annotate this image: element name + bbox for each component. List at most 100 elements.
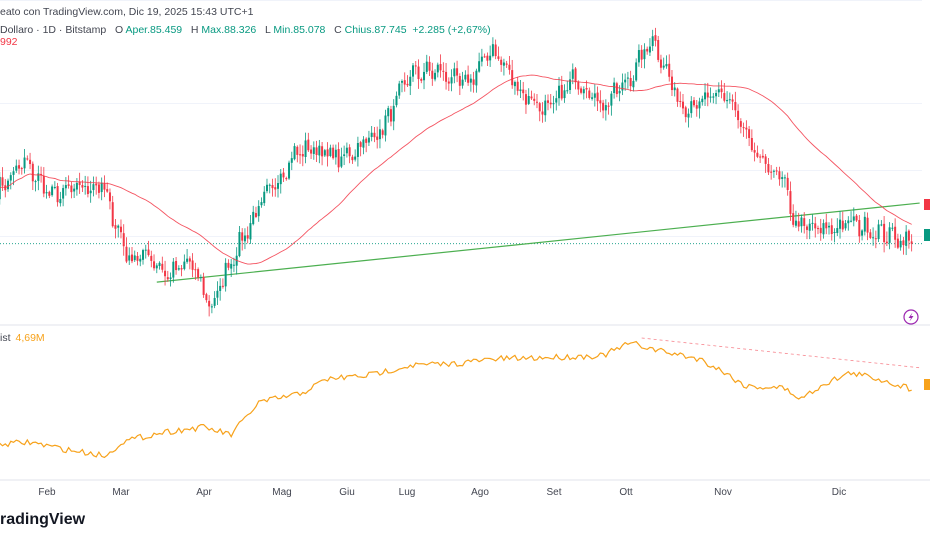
candle (398, 80, 401, 99)
candle (260, 197, 263, 208)
candle (701, 95, 704, 106)
chart-header: eato con TradingView.com, Dic 19, 2025 1… (0, 6, 254, 18)
candle (811, 214, 814, 231)
candle (128, 247, 131, 265)
candle (695, 100, 698, 117)
candle (252, 205, 255, 226)
candle (29, 152, 32, 170)
candle (158, 261, 161, 270)
candle (354, 149, 357, 162)
candle (899, 234, 902, 251)
candle (552, 95, 555, 114)
candle (155, 263, 158, 274)
candle (199, 274, 202, 282)
time-axis-label: Ott (619, 487, 633, 498)
candle (293, 143, 296, 161)
candle (805, 224, 808, 240)
candle (869, 229, 872, 240)
candle (894, 218, 897, 248)
candle (191, 253, 194, 278)
candle (852, 207, 855, 227)
candle (373, 126, 376, 143)
candle (621, 73, 624, 96)
candle (883, 216, 886, 253)
volume-line (0, 340, 912, 459)
axis-marker-ma (924, 199, 930, 210)
candle (648, 38, 651, 57)
price-legend: Dollaro · 1D · Bitstamp O Aper.85.459 H … (0, 24, 491, 36)
candle (227, 259, 230, 271)
candle (348, 144, 351, 164)
candle (720, 80, 723, 99)
candle (538, 101, 541, 122)
candle (439, 54, 442, 78)
candle (106, 182, 109, 193)
volume-indicator-value: 4,69M (15, 332, 45, 344)
candle (387, 105, 390, 123)
candle (830, 218, 833, 241)
candle (676, 87, 679, 107)
trend-line-segment[interactable] (156, 202, 920, 283)
candle (133, 250, 136, 263)
candle (541, 102, 544, 123)
candle (665, 55, 668, 69)
candle (70, 181, 73, 199)
time-axis-label: Dic (832, 487, 846, 498)
candle (794, 210, 797, 228)
lightning-icon[interactable] (903, 309, 919, 325)
candle (274, 178, 277, 197)
candle (59, 191, 62, 207)
candle (241, 228, 244, 251)
open-value: Aper.85.459 (125, 24, 183, 36)
candle (117, 224, 120, 238)
grid (0, 0, 922, 237)
candle (547, 94, 549, 111)
candle (789, 181, 792, 221)
candle (816, 225, 819, 235)
candle (428, 56, 431, 76)
candle (569, 71, 572, 94)
candle (673, 82, 676, 97)
candle (384, 109, 387, 142)
change-value: +2.285 (+2,67%) (412, 24, 491, 36)
time-axis-label: Mar (112, 487, 130, 498)
candle (574, 67, 577, 90)
candle (775, 166, 778, 176)
candle (902, 236, 905, 255)
candle (150, 250, 153, 268)
candle (238, 225, 241, 258)
candle (797, 212, 800, 232)
candle (828, 222, 831, 235)
candle (544, 94, 547, 122)
candle (180, 264, 183, 277)
candle (48, 190, 51, 199)
candle (271, 178, 274, 197)
candle (767, 158, 770, 175)
open-label: O (114, 24, 124, 36)
candle (808, 218, 811, 240)
candle (657, 35, 660, 63)
candle (563, 84, 566, 103)
candle (615, 81, 618, 98)
candle (406, 75, 409, 88)
candle (45, 184, 48, 199)
candle (698, 97, 701, 119)
candle (866, 212, 869, 241)
candle (896, 233, 899, 250)
candle (761, 149, 764, 159)
candle (489, 45, 492, 67)
candle (26, 155, 29, 161)
candle (535, 94, 538, 109)
candle (114, 218, 117, 239)
candle (637, 44, 640, 67)
trend-line[interactable] (156, 202, 920, 283)
candle (580, 86, 583, 95)
candle (613, 77, 616, 99)
candle (591, 92, 594, 101)
candle (885, 231, 888, 247)
candle (310, 145, 313, 160)
candle (717, 82, 720, 97)
candle (288, 160, 291, 180)
candle (792, 204, 795, 228)
